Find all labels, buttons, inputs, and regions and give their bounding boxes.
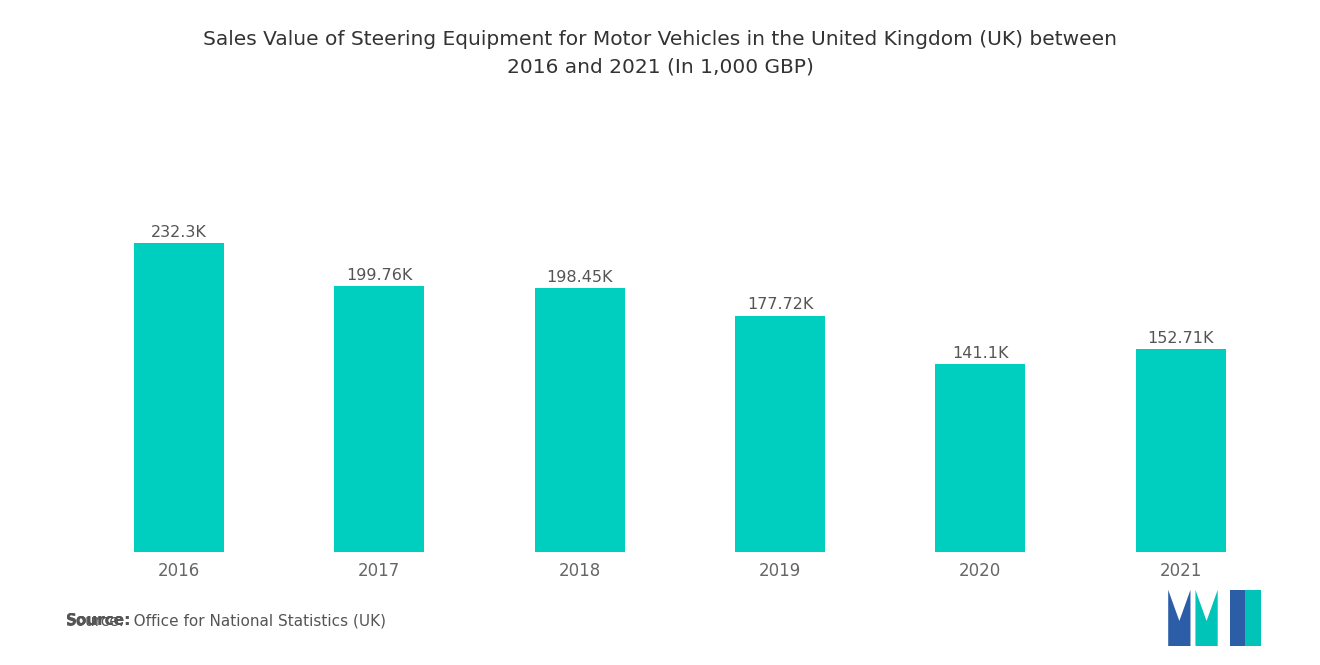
- Text: 199.76K: 199.76K: [346, 268, 412, 283]
- Text: 177.72K: 177.72K: [747, 297, 813, 313]
- Bar: [535, 288, 624, 552]
- Bar: [334, 286, 424, 552]
- Bar: [735, 316, 825, 552]
- Text: 198.45K: 198.45K: [546, 270, 612, 285]
- Text: Source:  Office for National Statistics (UK): Source: Office for National Statistics (…: [66, 613, 385, 628]
- Text: 232.3K: 232.3K: [150, 225, 207, 239]
- Bar: [1135, 349, 1226, 552]
- Bar: [133, 243, 224, 552]
- Text: Sales Value of Steering Equipment for Motor Vehicles in the United Kingdom (UK) : Sales Value of Steering Equipment for Mo…: [203, 30, 1117, 77]
- Text: Source:: Source:: [66, 613, 132, 628]
- Text: 141.1K: 141.1K: [952, 346, 1008, 361]
- Text: Source:: Source:: [66, 613, 132, 628]
- Text: 152.71K: 152.71K: [1147, 331, 1214, 346]
- Bar: [936, 364, 1026, 552]
